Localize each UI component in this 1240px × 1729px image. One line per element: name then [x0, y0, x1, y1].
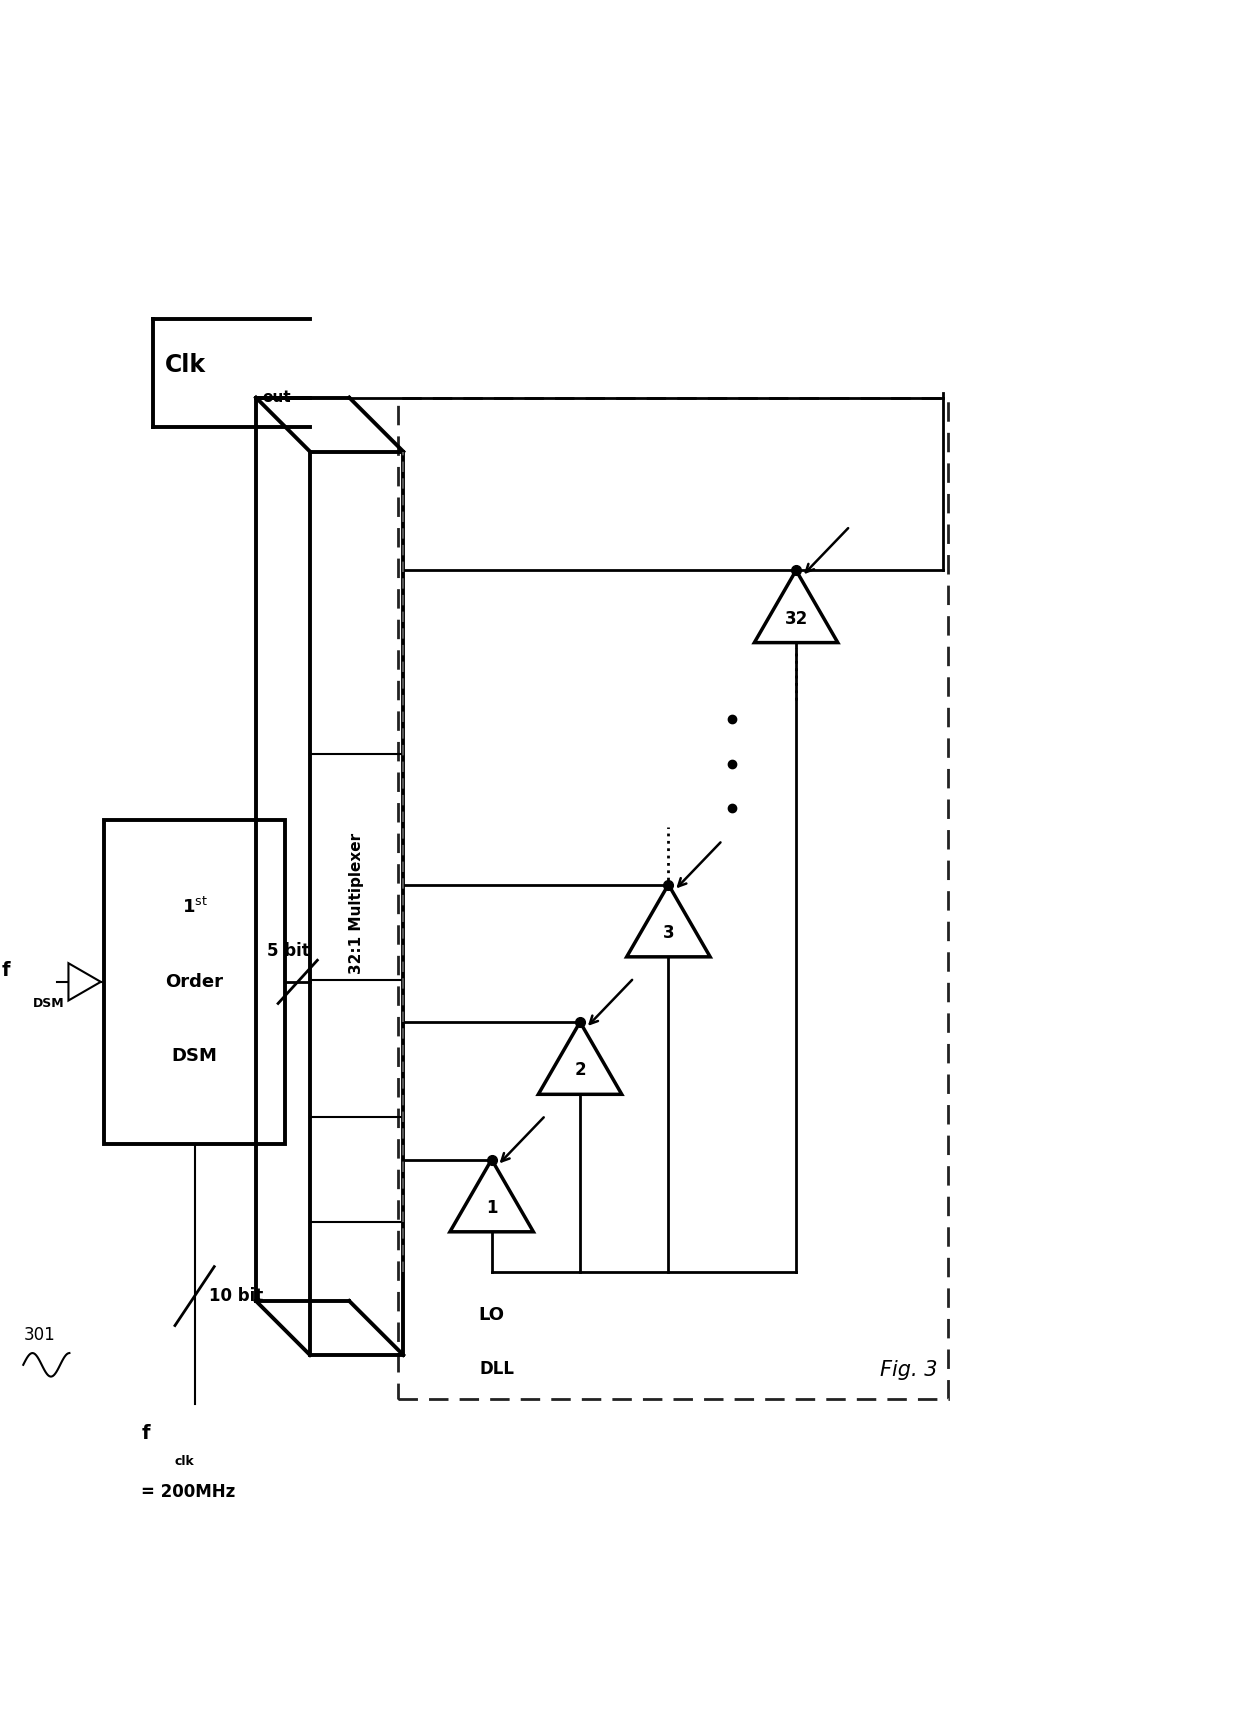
Text: 32: 32	[785, 610, 807, 628]
Text: Fig. 3: Fig. 3	[879, 1359, 937, 1380]
Text: 10 bit: 10 bit	[210, 1286, 264, 1305]
Text: DSM: DSM	[171, 1048, 217, 1065]
Text: Clk: Clk	[165, 353, 206, 377]
Text: DSM: DSM	[33, 998, 64, 1010]
Text: 2: 2	[574, 1062, 585, 1079]
Text: = 200MHz: = 200MHz	[140, 1483, 234, 1501]
Text: clk: clk	[175, 1454, 195, 1468]
Text: $\mathbf{f}$: $\mathbf{f}$	[1, 961, 11, 980]
Text: Order: Order	[166, 973, 223, 991]
Text: 32:1 Multiplexer: 32:1 Multiplexer	[350, 833, 365, 973]
Text: 1$^{\mathrm{st}}$: 1$^{\mathrm{st}}$	[181, 897, 207, 918]
Text: 3: 3	[662, 923, 675, 942]
Text: 5 bit: 5 bit	[267, 942, 309, 960]
Text: 301: 301	[24, 1326, 55, 1345]
Text: $\mathbf{f}$: $\mathbf{f}$	[140, 1425, 151, 1444]
Text: 1: 1	[486, 1198, 497, 1217]
Text: LO: LO	[479, 1305, 505, 1324]
Text: out: out	[263, 391, 291, 405]
Text: DLL: DLL	[479, 1361, 515, 1378]
Bar	[398, 398, 949, 1399]
Bar	[104, 820, 285, 1145]
